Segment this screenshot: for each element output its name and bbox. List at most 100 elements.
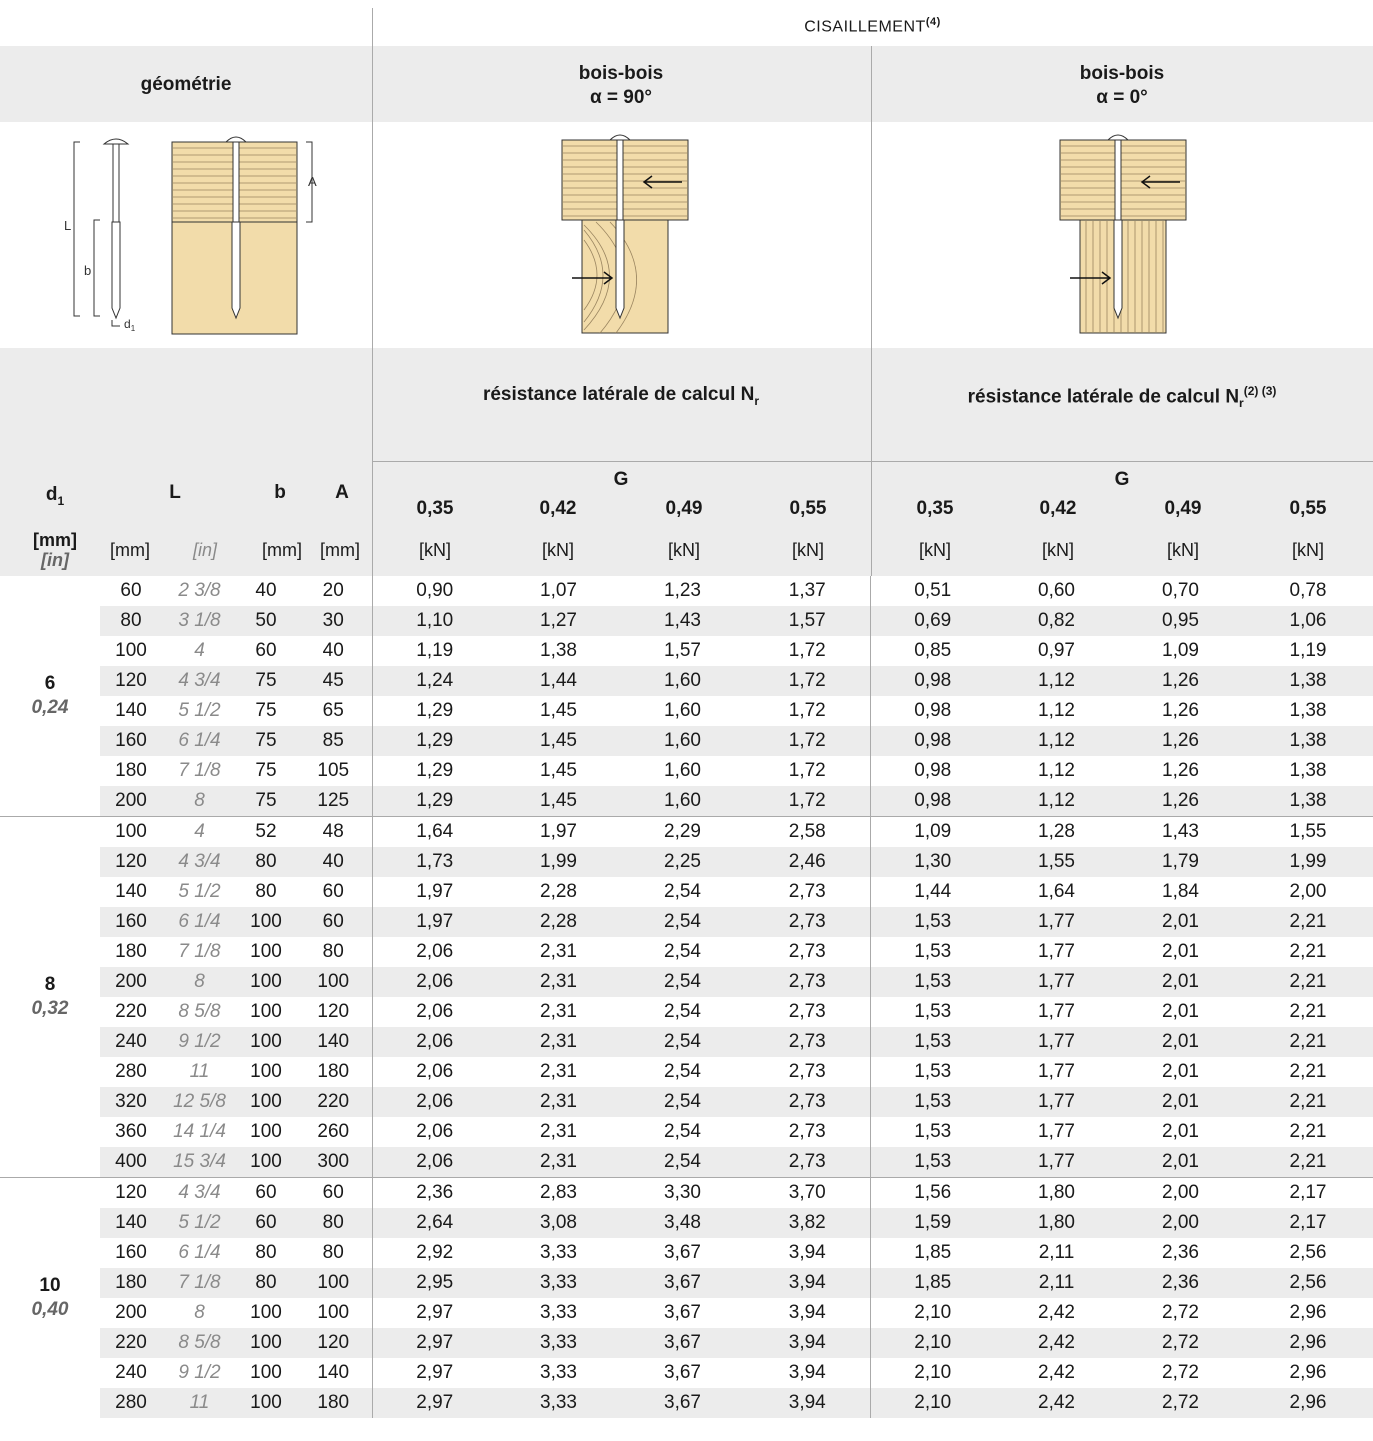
table-cell: 2,73 (745, 907, 870, 937)
table-cell: 2,00 (1289, 881, 1327, 902)
table-cell: 2,73 (745, 967, 870, 997)
table-cell: 100 (237, 1388, 295, 1418)
table-cell: 2,06 (371, 967, 497, 997)
table-cell: 1,26 (1118, 666, 1243, 696)
table-cell: 60 (322, 881, 344, 902)
table-row: 220 8 5/8 100 120 2,06 2,31 2,54 2,73 1,53 1,77 2,… (0, 997, 1373, 1027)
g-value: 0,49 (1164, 498, 1202, 519)
table-cell: 0,98 (869, 786, 995, 817)
table-cell: 2,97 (371, 1328, 497, 1358)
table-row: 280 11 100 180 2,97 3,33 3,67 3,94 2,10 2,42 2,72 2… (0, 1388, 1373, 1418)
table-cell: 1,53 (869, 1087, 995, 1117)
table-cell: 3,94 (745, 1388, 870, 1418)
table-row: 240 9 1/2 100 140 2,97 3,33 3,67 3,94 2,10 2,42 2,… (0, 1358, 1373, 1388)
table-cell: 100 (237, 967, 295, 997)
col-b: b (274, 482, 286, 503)
table-cell: 3,33 (497, 1268, 620, 1298)
table-cell: 2,36 (1162, 1242, 1199, 1263)
table-cell: 1,77 (995, 967, 1118, 997)
diameter-mm: 8 (44, 974, 56, 995)
g-label-0: G (1114, 469, 1130, 490)
table-cell: 1,09 (869, 816, 995, 847)
table-cell: 1,60 (620, 786, 745, 817)
table-cell: 60 (255, 640, 277, 661)
table-row: 320 12 5/8 100 220 2,06 2,31 2,54 2,73 1,53 1,77 2… (0, 1087, 1373, 1117)
table-cell: 1,53 (869, 1117, 995, 1147)
table-cell: 1,77 (1038, 1121, 1075, 1142)
table-cell: 320 (100, 1087, 162, 1117)
table-row: 220 8 5/8 100 120 2,97 3,33 3,67 3,94 2,10 2,42 2,… (0, 1328, 1373, 1358)
table-cell: 1,85 (869, 1268, 995, 1298)
table-cell: 1,26 (1162, 700, 1199, 721)
table-cell: 2,06 (371, 997, 497, 1027)
table-row: 160 6 1/4 75 85 1,29 1,45 1,60 1,72 0,98 1,12 1,26… (0, 726, 1373, 756)
header-band (0, 46, 1373, 122)
table-cell: 1,72 (788, 640, 826, 661)
table-cell: 4 3/4 (162, 847, 237, 877)
table-row: 80 3 1/8 50 30 1,10 1,27 1,43 1,57 0,69 0,82 0,95 1… (0, 606, 1373, 636)
table-cell: 2,54 (620, 907, 745, 937)
unit-kn: [kN] (418, 540, 451, 560)
table-cell: 2,73 (745, 1087, 870, 1117)
table-cell: 80 (255, 881, 277, 902)
table-cell: 1,38 (1289, 700, 1327, 721)
table-cell: 15 3/4 (162, 1147, 237, 1178)
table-cell: 2,97 (371, 1388, 497, 1418)
table-cell: 1,99 (1243, 847, 1373, 877)
table-row: 120 4 3/4 80 40 1,73 1,99 2,25 2,46 1,30 1,55 1,79… (0, 847, 1373, 877)
table-cell: 2,97 (371, 1358, 497, 1388)
table-cell: 1,99 (497, 847, 620, 877)
table-cell: 100 (115, 640, 147, 661)
table-cell: 1,19 (371, 636, 497, 666)
table-row: 160 6 1/4 100 60 1,97 2,28 2,54 2,73 1,53 1,77 2,0… (0, 907, 1373, 937)
table-cell: 1,06 (1243, 606, 1373, 636)
table-cell: 2,31 (497, 1087, 620, 1117)
table-cell: 7 1/8 (162, 1268, 237, 1298)
table-cell: 3,94 (745, 1268, 870, 1298)
table-cell: 60 (295, 1177, 372, 1208)
table-cell: 2,06 (371, 1027, 497, 1057)
table-cell: 2,11 (1038, 1242, 1075, 1263)
table-cell: 160 (100, 907, 162, 937)
table-cell: 45 (295, 666, 372, 696)
screw-geometry-diagram: L b d1 A (64, 136, 317, 335)
unit-kn: [kN] (791, 540, 824, 560)
table-cell: 80 (295, 1208, 372, 1238)
table-cell: 4 3/4 (162, 666, 237, 696)
table-cell: 100 (250, 1001, 282, 1022)
table-cell: 0,60 (1038, 580, 1075, 601)
table-cell: 180 (295, 1388, 372, 1418)
g-value: 0,49 (665, 498, 703, 519)
table-cell: 100 (295, 967, 372, 997)
table-cell: 240 (115, 1362, 147, 1383)
table-cell: 1,12 (995, 726, 1118, 756)
table-cell: 11 (189, 1061, 210, 1082)
table-cell: 3,67 (620, 1268, 745, 1298)
table-cell: 1,43 (1118, 816, 1243, 847)
table-cell: 2,06 (371, 1057, 497, 1087)
table-cell: 1,57 (664, 640, 701, 661)
resist-header-90: résistance latérale de calcul Nr (482, 384, 760, 408)
table-cell: 3,33 (497, 1328, 620, 1358)
diameter-cell: 8 0,32 (0, 816, 100, 1178)
table-cell: 1,45 (540, 760, 577, 781)
table-cell: 100 (100, 816, 162, 847)
table-cell: 0,85 (869, 636, 995, 666)
table-cell: 1,27 (497, 606, 620, 636)
table-row: 8 0,32 100 4 52 48 1,64 1,97 2,29 2,58 1,09 1,28 1,4… (0, 816, 1373, 1178)
table-cell: 1,59 (869, 1208, 995, 1238)
case1-title: bois-bois α = 90° (578, 63, 664, 108)
table-cell: 3,82 (745, 1208, 870, 1238)
table-row: 200 8 75 125 1,29 1,45 1,60 1,72 0,98 1,12 1,26 1,3… (0, 786, 1373, 817)
table-cell: 9 1/2 (162, 1027, 237, 1057)
section-title: CISAILLEMENT(4) (804, 16, 941, 36)
table-cell: 40 (322, 640, 344, 661)
table-cell: 1,38 (1243, 786, 1373, 817)
table-cell: 220 (100, 1328, 162, 1358)
g-label-90: G (613, 469, 629, 490)
table-cell: 2,54 (620, 967, 745, 997)
diameter-in: 0,40 (31, 1299, 69, 1320)
table-cell: 75 (237, 786, 295, 817)
table-cell: 160 (100, 726, 162, 756)
table-cell: 2,01 (1162, 1121, 1199, 1142)
